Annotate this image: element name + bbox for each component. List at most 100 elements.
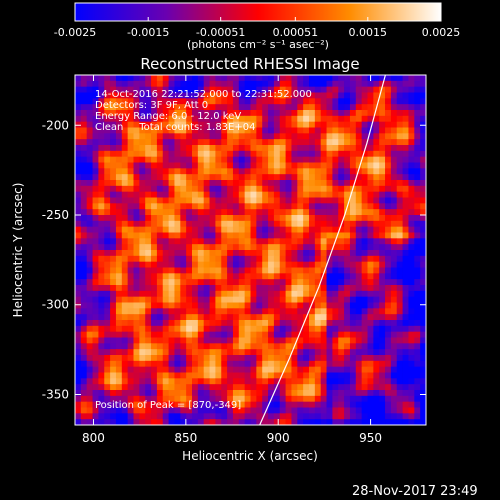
heatmap-cell [256,174,263,181]
heatmap-cell [256,197,263,204]
heatmap-cell [355,209,362,216]
heatmap-cell [244,203,251,210]
heatmap-cell [232,191,240,198]
heatmap-cell [373,209,380,216]
heatmap-cell [203,115,210,123]
heatmap-cell [174,98,181,105]
heatmap-cell [314,121,322,128]
heatmap-cell [414,279,421,286]
heatmap-cell [232,244,240,251]
heatmap-cell [256,133,263,140]
heatmap-cell [338,150,345,158]
heatmap-cell [256,92,263,99]
heatmap-cell [110,296,117,303]
heatmap-cell [373,343,380,350]
heatmap-cell [379,203,386,210]
heatmap-cell [104,290,111,298]
heatmap-cell [110,180,117,187]
heatmap-cell [385,261,392,268]
heatmap-cell [268,197,275,204]
heatmap-cell [396,98,403,105]
heatmap-cell [320,314,327,321]
heatmap-cell [250,220,257,228]
heatmap-cell [156,92,164,99]
heatmap-cell [151,308,158,315]
heatmap-cell [320,255,327,263]
heatmap-cell [80,261,88,268]
heatmap-cell [268,156,275,163]
colorbar-tick-label: 0.0015 [349,26,388,39]
heatmap-cell [133,384,140,391]
heatmap-cell [291,197,298,204]
heatmap-cell [221,366,228,373]
heatmap-cell [209,366,216,373]
heatmap-cell [238,285,245,292]
heatmap-cell [367,115,374,123]
heatmap-cell [98,185,105,193]
heatmap-cell [145,238,152,245]
heatmap-cell [338,296,345,303]
heatmap-cell [367,238,374,245]
heatmap-cell [139,162,146,169]
heatmap-cell [303,261,310,268]
heatmap-cell [145,244,152,251]
heatmap-cell [402,384,409,391]
heatmap-cell [250,401,257,408]
heatmap-cell [168,314,175,321]
heatmap-cell [92,215,99,222]
heatmap-cell [402,302,409,309]
heatmap-cell [367,203,374,210]
heatmap-cell [121,238,128,245]
heatmap-cell [75,185,82,193]
heatmap-cell [244,174,251,181]
heatmap-cell [402,378,409,385]
heatmap-cell [355,215,362,222]
heatmap-cell [279,355,286,362]
heatmap-cell [373,308,380,315]
heatmap-cell [402,279,409,286]
heatmap-cell [291,226,298,233]
heatmap-cell [238,250,245,257]
heatmap-cell [238,314,245,321]
heatmap-cell [192,92,199,99]
heatmap-cell [303,238,310,245]
heatmap-cell [104,238,111,245]
heatmap-cell [396,250,403,257]
heatmap-cell [115,215,123,222]
heatmap-cell [338,121,345,128]
heatmap-cell [115,203,123,210]
heatmap-cell [414,156,421,163]
heatmap-cell [390,232,398,239]
heatmap-cell [115,197,123,204]
heatmap-cell [221,343,228,350]
heatmap-cell [238,127,245,134]
heatmap-cell [396,174,403,181]
heatmap-cell [273,255,281,263]
heatmap-cell [414,296,421,303]
heatmap-cell [110,320,117,327]
heatmap-cell [80,250,88,257]
heatmap-cell [221,139,228,146]
heatmap-cell [227,390,234,397]
heatmap-cell [186,250,193,257]
heatmap-cell [75,384,82,391]
heatmap-cell [156,162,164,169]
heatmap-cell [262,314,269,321]
heatmap-cell [408,407,415,414]
heatmap-cell [232,115,240,123]
heatmap-cell [355,197,362,204]
heatmap-cell [192,180,199,187]
heatmap-cell [379,185,386,193]
heatmap-cell [414,115,421,123]
heatmap-cell [349,209,357,216]
heatmap-cell [104,308,111,315]
heatmap-cell [303,80,310,88]
heatmap-cell [344,238,351,245]
heatmap-cell [192,355,199,362]
heatmap-cell [151,150,158,158]
heatmap-cell [262,174,269,181]
heatmap-cell [174,378,181,385]
heatmap-cell [221,255,228,263]
heatmap-cell [314,325,322,333]
heatmap-cell [227,413,234,420]
